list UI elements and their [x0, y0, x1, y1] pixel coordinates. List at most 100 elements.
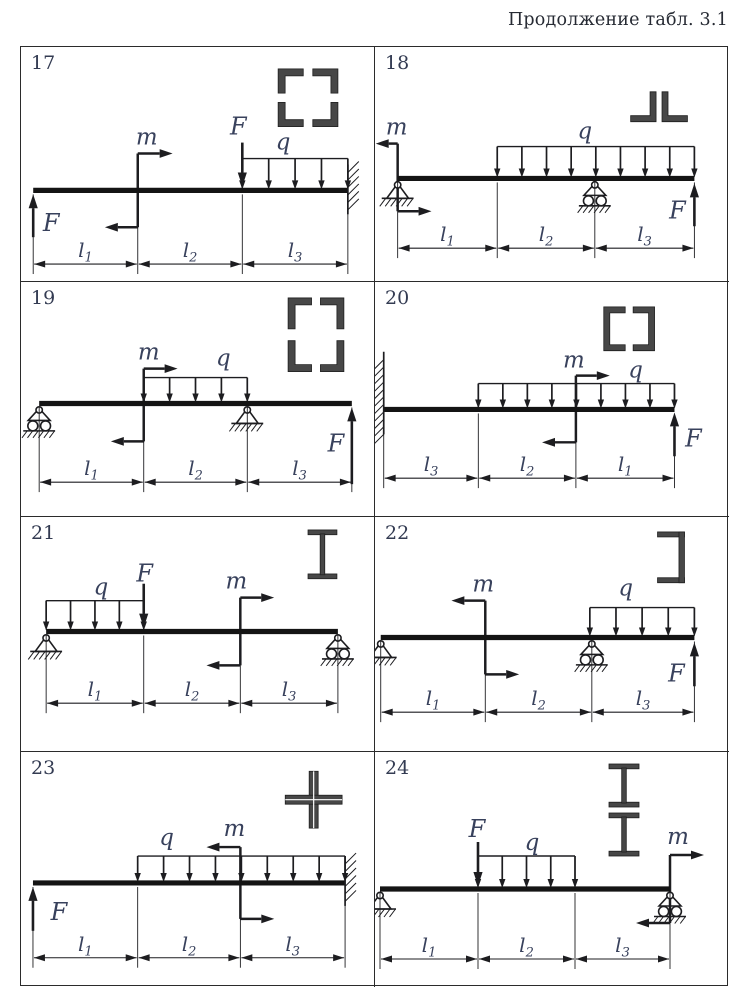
dimension-label: l3: [288, 239, 303, 265]
section-icon-two-i-beams: [608, 763, 640, 857]
moment-m: m: [206, 816, 275, 924]
problem-number: 19: [31, 287, 56, 309]
section-icon-i-beam: [307, 529, 338, 580]
force-label: F: [668, 196, 687, 224]
dimension-lines: l1 l2 l3: [379, 893, 671, 969]
dimension-label: l3: [615, 933, 630, 961]
dimension-label: l2: [182, 932, 197, 959]
force-label: F: [468, 815, 487, 843]
problem-number: 17: [31, 52, 56, 74]
dimension-label: l1: [78, 239, 93, 265]
moment-label: m: [386, 115, 408, 141]
dimension-label: l2: [520, 453, 535, 479]
dimension-lines: l1 l2 l3: [32, 886, 346, 968]
dimension-label: l3: [282, 678, 297, 704]
support-wall-right: [347, 161, 360, 215]
support-wall-right: [344, 852, 357, 906]
problem-number: 22: [385, 522, 410, 544]
q-load-label: q: [618, 576, 633, 602]
force-label: F: [229, 113, 248, 141]
section-icon-cross: [284, 770, 343, 829]
moment-m: m: [110, 340, 178, 446]
support-roller: [320, 634, 354, 667]
problem-number: 24: [385, 757, 410, 779]
moment-m: m: [636, 824, 704, 928]
force-label: F: [135, 560, 154, 588]
section-icon-four-angles-square: [277, 68, 339, 128]
support-roller: [577, 180, 611, 214]
support-roller: [21, 405, 56, 439]
dimension-label: l1: [422, 933, 437, 961]
dimension-lines: l1 l2 l3: [45, 635, 339, 714]
problem-number: 23: [31, 757, 56, 779]
support-pin: [375, 639, 397, 666]
q-load-label: q: [94, 575, 109, 601]
beam-diagram-24: q m Fl1 l2 l3: [375, 763, 704, 969]
moment-label: m: [667, 824, 689, 850]
beam-diagram-21: q m Fl1 l2 l3: [27, 529, 354, 714]
q-load-label: q: [628, 358, 643, 384]
dimension-label: l2: [539, 223, 554, 249]
dimension-label: l1: [426, 687, 441, 713]
support-wall-left: [375, 351, 385, 444]
dimension-label: l1: [88, 678, 103, 704]
dimension-label: l2: [188, 457, 203, 483]
force-F: F: [229, 113, 248, 187]
dimension-lines: l1 l2 l3: [38, 407, 353, 493]
support-pin: [228, 405, 264, 432]
dimension-label: l3: [636, 687, 651, 713]
force-F: F: [28, 886, 69, 931]
beam-diagram-23: q m Fl1 l2 l3: [28, 770, 357, 968]
page-title: Продолжение табл. 3.1: [507, 10, 728, 30]
q-load-label: q: [159, 825, 174, 851]
section-icon-two-channels-box: [603, 306, 655, 352]
distributed-load-q: q: [474, 830, 579, 888]
q-load-label: q: [216, 346, 231, 372]
distributed-load-q: q: [239, 130, 352, 190]
beam-diagram-19: q m Fl1 l2 l3: [21, 297, 357, 493]
dimension-label: l1: [78, 932, 93, 959]
moment-label: m: [224, 816, 246, 842]
dimension-label: l3: [637, 223, 652, 249]
q-load-label: q: [276, 130, 291, 156]
moment-label: m: [225, 569, 247, 595]
dimension-label: l2: [183, 239, 198, 265]
problem-number: 20: [385, 287, 410, 309]
section-icon-channel: [657, 531, 685, 584]
force-label: F: [327, 429, 346, 457]
dimension-label: l2: [185, 678, 200, 704]
dimension-label: l2: [519, 933, 534, 961]
support-pin: [27, 634, 63, 660]
dimension-label: l1: [84, 457, 99, 483]
distributed-load-q: q: [42, 575, 147, 631]
section-icon-four-angles-rect: [287, 297, 345, 373]
problem-number: 21: [31, 522, 56, 544]
distributed-load-q: q: [586, 576, 698, 637]
beam-diagram-20: q m Fl3 l2 l1: [375, 306, 703, 489]
force-F: F: [468, 815, 487, 886]
beam-diagram-22: q m Fl1 l2 l3: [375, 531, 699, 723]
force-label: F: [50, 898, 69, 926]
force-F: F: [135, 560, 154, 628]
dimension-lines: l3 l2 l1: [383, 413, 675, 489]
distributed-load-q: q: [494, 119, 698, 178]
moment-label: m: [563, 348, 585, 374]
force-label: F: [667, 659, 686, 687]
problem-number: 18: [385, 52, 410, 74]
beam-diagram-18: q m Fl1 l2 l3: [375, 91, 699, 259]
moment-label: m: [472, 572, 494, 598]
moment-label: m: [138, 340, 160, 366]
moment-m: m: [104, 125, 173, 232]
q-load-label: q: [525, 830, 540, 856]
moment-label: m: [136, 125, 158, 151]
dimension-lines: l1 l2 l3: [380, 641, 695, 723]
